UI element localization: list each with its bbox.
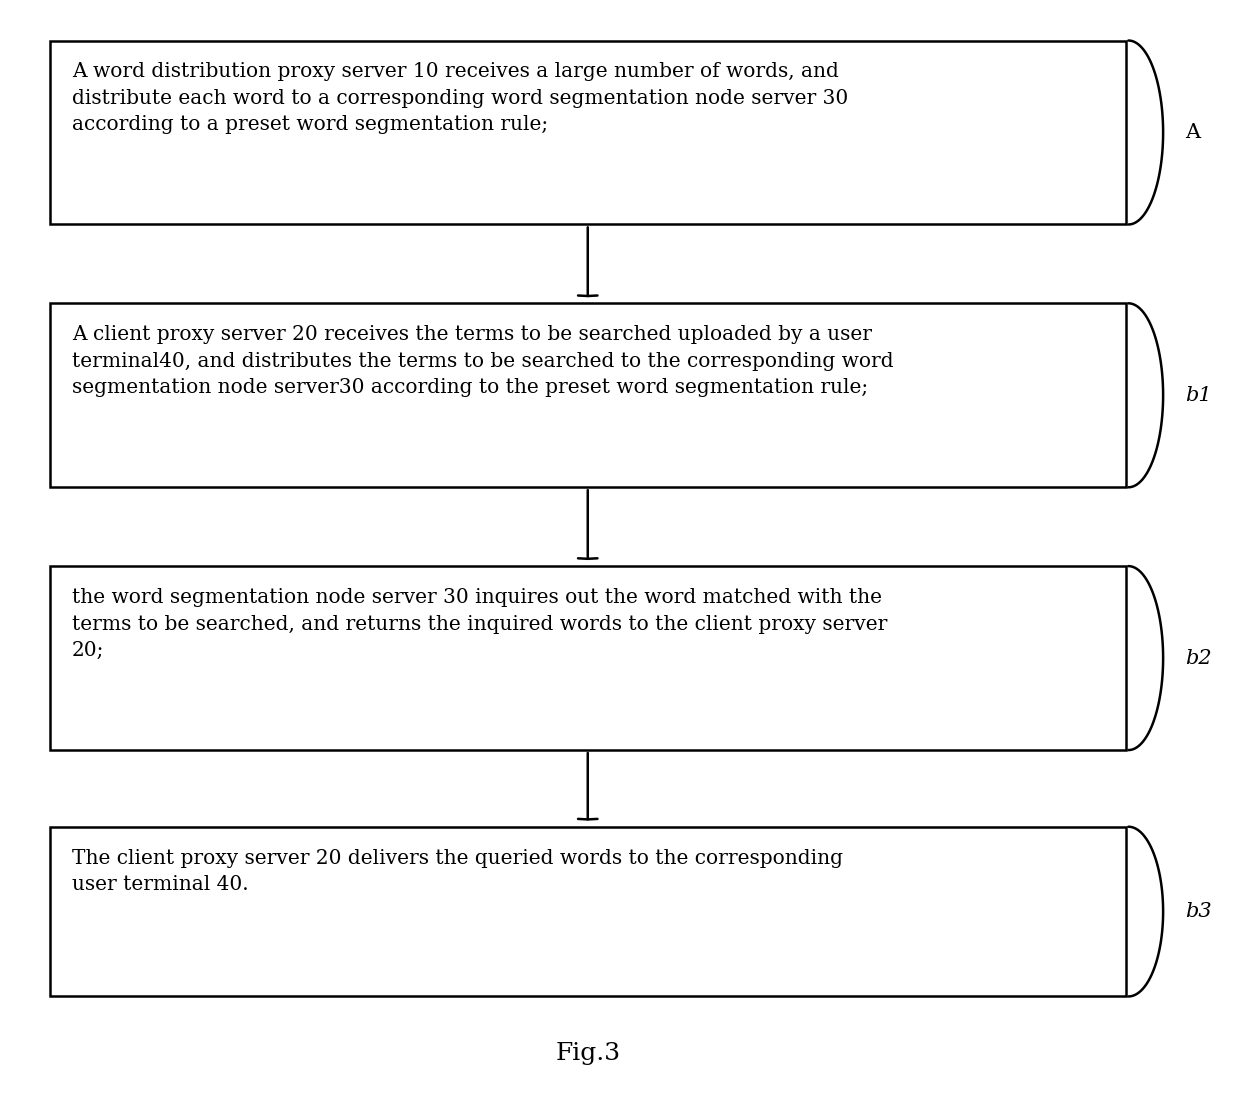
Bar: [50, 303, 1126, 487]
Text: Fig.3: Fig.3: [556, 1041, 620, 1065]
Text: b2: b2: [1185, 648, 1211, 668]
Bar: [50, 827, 1126, 996]
Text: b1: b1: [1185, 385, 1211, 405]
Text: b3: b3: [1185, 902, 1211, 921]
Text: A client proxy server 20 receives the terms to be searched uploaded by a user
te: A client proxy server 20 receives the te…: [72, 325, 894, 397]
Text: The client proxy server 20 delivers the queried words to the corresponding
user : The client proxy server 20 delivers the …: [72, 849, 843, 895]
Bar: [50, 41, 1126, 224]
Text: A word distribution proxy server 10 receives a large number of words, and
distri: A word distribution proxy server 10 rece…: [72, 62, 848, 135]
Text: A: A: [1185, 123, 1200, 142]
Text: the word segmentation node server 30 inquires out the word matched with the
term: the word segmentation node server 30 inq…: [72, 588, 888, 660]
Bar: [50, 566, 1126, 750]
